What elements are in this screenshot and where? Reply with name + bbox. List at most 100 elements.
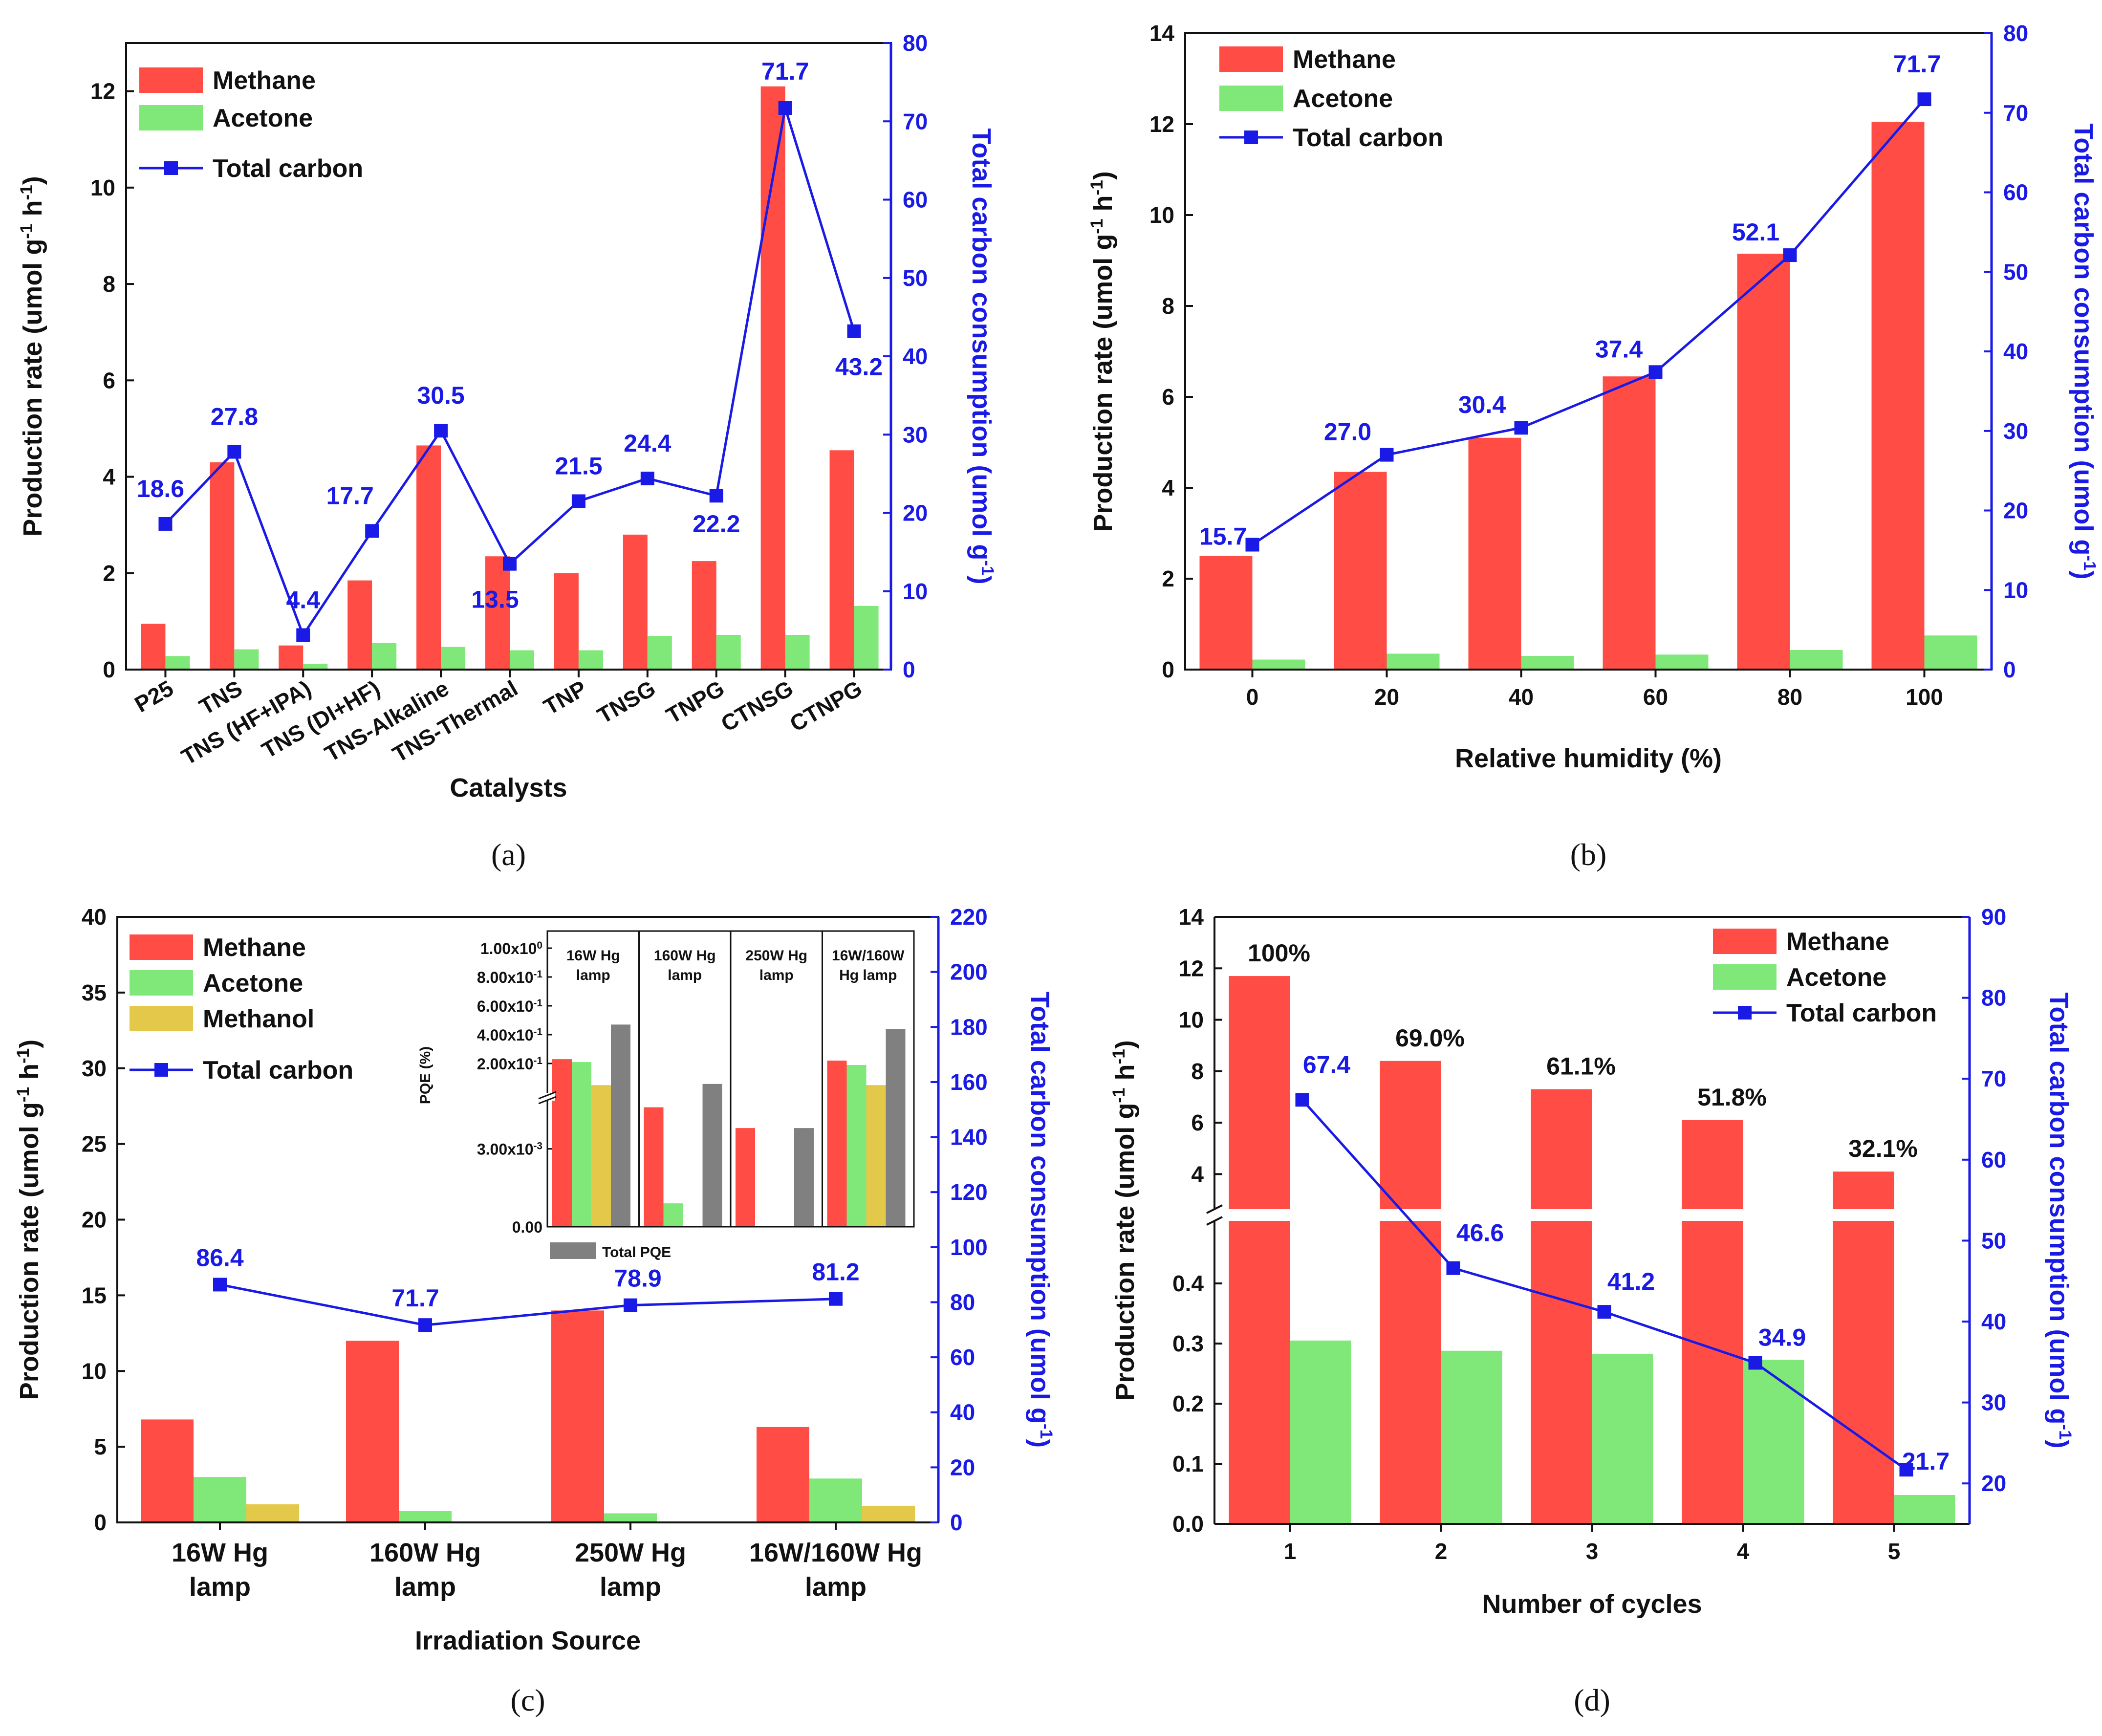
total-carbon-point-5 bbox=[1917, 92, 1931, 107]
axis-break-mark-1 bbox=[1206, 1204, 1223, 1214]
total-carbon-point-6 bbox=[571, 494, 585, 508]
bar-acetone-1 bbox=[1387, 653, 1440, 670]
y2-tick-label-3: 50 bbox=[1981, 1228, 2006, 1253]
x-tick-label-4: 80 bbox=[1777, 684, 1802, 710]
inset-legend-total-pqe-label: Total PQE bbox=[602, 1244, 671, 1260]
total-carbon-point-3 bbox=[365, 524, 379, 538]
y2-tick-label-6: 60 bbox=[2003, 180, 2028, 205]
panel-label: (b) bbox=[1570, 837, 1607, 872]
y2-tick-label-4: 40 bbox=[903, 344, 928, 369]
total-carbon-label-2: 41.2 bbox=[1607, 1268, 1655, 1295]
x-axis-label: Relative humidity (%) bbox=[1455, 744, 1722, 773]
x-tick-label-2-0: 250W Hg bbox=[575, 1538, 686, 1567]
bar-methanol-0 bbox=[246, 1504, 299, 1522]
y-tick-label-0: 0 bbox=[1162, 657, 1174, 682]
y2-tick-label-5: 100 bbox=[950, 1235, 988, 1260]
bar-acetone-0 bbox=[194, 1477, 246, 1522]
total-carbon-point-2 bbox=[296, 628, 310, 642]
inset-group-label-0-1: lamp bbox=[576, 967, 610, 983]
inset-bar-3-0 bbox=[611, 1024, 630, 1227]
y-axis-label: Production rate (umol g-1 h-1) bbox=[14, 1040, 44, 1400]
y-axis-label: Production rate (umol g-1 h-1) bbox=[17, 176, 48, 536]
y-tick-label-7: 35 bbox=[82, 980, 107, 1005]
y2-tick-label-5: 70 bbox=[1981, 1066, 2006, 1091]
bar-methane-0 bbox=[141, 1419, 194, 1522]
total-carbon-point-1 bbox=[418, 1318, 432, 1332]
total-carbon-label-4: 21.7 bbox=[1902, 1448, 1950, 1475]
total-carbon-label-3: 81.2 bbox=[812, 1259, 859, 1286]
y-tick-label-lower-3: 0.3 bbox=[1172, 1331, 1204, 1356]
total-carbon-label-7: 24.4 bbox=[624, 430, 672, 457]
methane-percent-label-0: 100% bbox=[1248, 939, 1310, 967]
total-carbon-label-3: 37.4 bbox=[1595, 335, 1643, 363]
y-tick-label-3: 6 bbox=[103, 368, 115, 393]
legend-acetone-swatch bbox=[139, 105, 203, 130]
x-tick-label-8: TNPG bbox=[662, 675, 729, 729]
total-carbon-label-1: 27.8 bbox=[211, 403, 258, 431]
bar-methane-2 bbox=[551, 1310, 604, 1522]
legend-total-carbon-label: Total carbon bbox=[203, 1056, 353, 1085]
legend-total-carbon-label: Total carbon bbox=[1786, 999, 1937, 1027]
inset-bar-0-1 bbox=[644, 1107, 664, 1227]
y-tick-label-upper-4: 12 bbox=[1179, 955, 1204, 981]
legend-methane-label: Methane bbox=[1293, 45, 1396, 74]
methane-percent-label-3: 51.8% bbox=[1697, 1084, 1767, 1111]
bar-acetone-3 bbox=[809, 1478, 862, 1522]
legend-total-carbon-marker bbox=[154, 1063, 168, 1077]
x-axis-label: Number of cycles bbox=[1482, 1589, 1702, 1619]
total-carbon-line bbox=[164, 108, 855, 638]
x-tick-label-5: 100 bbox=[1906, 684, 1943, 710]
x-tick-label-2-1: lamp bbox=[600, 1572, 661, 1602]
bar-methane-10 bbox=[829, 450, 854, 670]
inset-legend-total-pqe-swatch bbox=[550, 1242, 596, 1259]
pqe-inset: 16W Hg lamp 160W Hg lamp 250W Hg lamp 16W/160W… bbox=[417, 930, 915, 1260]
y-tick-label-5: 10 bbox=[90, 175, 115, 200]
y2-tick-label-6: 60 bbox=[903, 187, 928, 213]
bar-acetone-3 bbox=[1743, 1360, 1804, 1524]
total-carbon-point-10 bbox=[847, 324, 861, 338]
y-tick-label-2: 4 bbox=[103, 464, 115, 490]
x-tick-label-1: 2 bbox=[1435, 1539, 1448, 1564]
inset-bar-3-2 bbox=[794, 1128, 814, 1227]
total-carbon-label-9: 71.7 bbox=[761, 58, 809, 85]
bar-acetone-6 bbox=[578, 650, 603, 670]
total-carbon-point-4 bbox=[1899, 1463, 1913, 1477]
y2-tick-label-2: 40 bbox=[1981, 1309, 2006, 1334]
y2-tick-label-2: 40 bbox=[950, 1400, 975, 1425]
y2-tick-label-11: 220 bbox=[950, 904, 988, 930]
bar-acetone-5 bbox=[510, 650, 534, 670]
inset-axis-break-mark-2 bbox=[538, 1096, 557, 1105]
y2-tick-label-4: 60 bbox=[1981, 1147, 2006, 1172]
bar-methane-4 bbox=[1833, 1172, 1894, 1524]
y-tick-label-upper-0: 4 bbox=[1191, 1161, 1204, 1187]
bar-acetone-1 bbox=[234, 649, 259, 670]
methane-percent-label-1: 69.0% bbox=[1395, 1024, 1465, 1052]
legend-total-carbon-marker bbox=[1244, 130, 1258, 144]
y-axis-label: Production rate (umol g-1 h-1) bbox=[1087, 171, 1118, 531]
x-tick-label-1-1: lamp bbox=[394, 1572, 456, 1602]
inset-group-label-1-1: lamp bbox=[668, 967, 702, 983]
y-tick-label-3: 6 bbox=[1162, 384, 1174, 410]
bar-methane-2 bbox=[279, 645, 303, 670]
legend-methane-label: Methane bbox=[213, 66, 316, 95]
total-carbon-point-4 bbox=[1783, 248, 1797, 262]
y-tick-label-upper-5: 14 bbox=[1179, 904, 1204, 930]
total-carbon-point-2 bbox=[1597, 1305, 1611, 1319]
total-carbon-point-3 bbox=[829, 1292, 843, 1306]
total-carbon-point-3 bbox=[1748, 1356, 1762, 1370]
total-carbon-label-5: 71.7 bbox=[1893, 50, 1941, 78]
inset-y-tick-label-upper-1: 4.00x10-1 bbox=[477, 1026, 542, 1044]
inset-y-tick-label-upper-3: 8.00x10-1 bbox=[477, 969, 542, 987]
inset-y-tick-label-lower-1: 3.00x10-3 bbox=[477, 1140, 542, 1158]
x-tick-label-1: 20 bbox=[1374, 684, 1399, 710]
total-carbon-label-8: 22.2 bbox=[693, 510, 740, 538]
inset-bar-1-0 bbox=[572, 1062, 591, 1227]
bar-methane-6 bbox=[554, 573, 579, 670]
total-carbon-label-0: 15.7 bbox=[1199, 522, 1247, 550]
y2-tick-label-4: 40 bbox=[2003, 339, 2028, 364]
total-carbon-line bbox=[1252, 98, 1926, 546]
inset-axis-break-mark-1 bbox=[538, 1091, 557, 1100]
total-carbon-label-3: 17.7 bbox=[326, 482, 374, 509]
y2-tick-label-7: 90 bbox=[1981, 904, 2006, 930]
